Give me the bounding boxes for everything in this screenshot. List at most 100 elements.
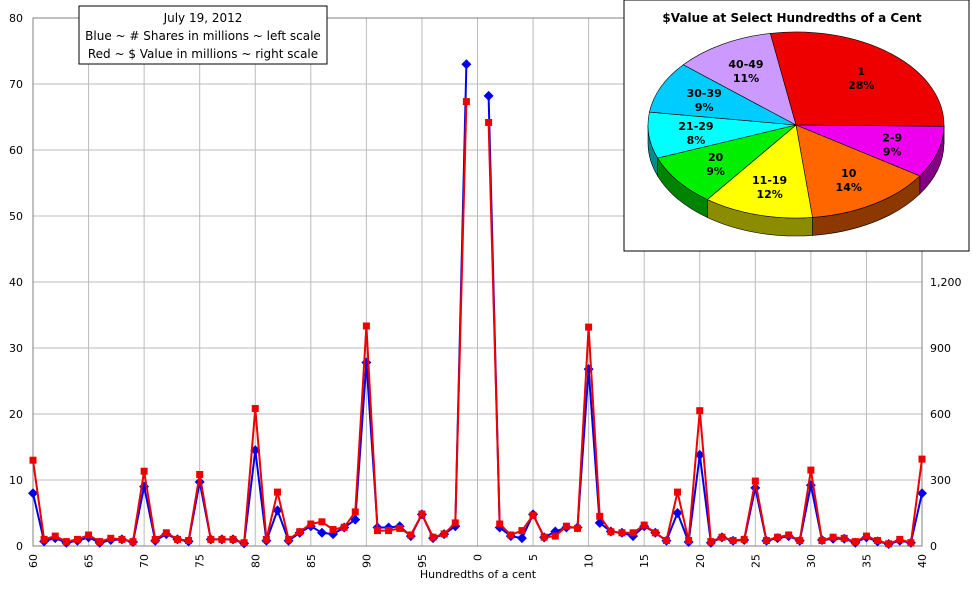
y-right-tick-label: 0: [930, 540, 937, 553]
value-point: [330, 526, 337, 533]
value-point: [441, 530, 448, 537]
value-point: [430, 534, 437, 541]
value-point: [85, 532, 92, 539]
value-point: [741, 536, 748, 543]
value-point: [374, 527, 381, 534]
value-point: [563, 523, 570, 530]
legend-line: Red ~ $ Value in millions ~ right scale: [88, 47, 318, 61]
value-point: [696, 407, 703, 414]
value-point: [96, 538, 103, 545]
value-point: [241, 539, 248, 546]
value-point: [552, 533, 559, 540]
shares-point: [361, 358, 371, 368]
value-point: [218, 536, 225, 543]
value-point: [863, 533, 870, 540]
y-left-tick-label: 60: [9, 144, 23, 157]
pie-slice-label: 2-9: [882, 131, 902, 144]
pie-slice-label: 21-29: [678, 120, 713, 133]
value-point: [296, 528, 303, 535]
x-tick-label: 70: [138, 554, 151, 568]
pie-slice-label: 30-39: [687, 87, 722, 100]
x-tick-label: 35: [860, 554, 873, 568]
value-point: [141, 468, 148, 475]
shares-point: [484, 91, 494, 101]
value-point: [418, 511, 425, 518]
y-left-tick-label: 40: [9, 276, 23, 289]
value-point: [685, 537, 692, 544]
pie-title: $Value at Select Hundredths of a Cent: [662, 11, 921, 25]
value-point: [752, 478, 759, 485]
x-tick-label: 65: [83, 554, 96, 568]
value-point: [574, 525, 581, 532]
value-point: [385, 527, 392, 534]
value-point: [674, 489, 681, 496]
pie-slice-pct: 9%: [695, 101, 714, 114]
value-point: [352, 508, 359, 515]
x-tick-label: 5: [527, 554, 540, 561]
value-point: [485, 119, 492, 126]
y-left-tick-label: 70: [9, 78, 23, 91]
x-tick-label: 15: [638, 554, 651, 568]
value-point: [185, 537, 192, 544]
value-point: [618, 529, 625, 536]
value-point: [518, 527, 525, 534]
pie-slice-pct: 28%: [848, 79, 874, 92]
value-point: [285, 536, 292, 543]
value-point: [607, 528, 614, 535]
value-point: [641, 522, 648, 529]
value-point: [341, 524, 348, 531]
value-point: [452, 519, 459, 526]
x-tick-label: 60: [27, 554, 40, 568]
value-point: [263, 536, 270, 543]
pie-slice-pct: 9%: [706, 165, 725, 178]
value-point: [818, 537, 825, 544]
shares-point: [461, 59, 471, 69]
pie-inset: $Value at Select Hundredths of a Cent 128…: [624, 0, 969, 251]
value-point: [274, 489, 281, 496]
x-tick-label: 20: [694, 554, 707, 568]
value-point: [318, 518, 325, 525]
pie-slice-pct: 8%: [687, 134, 706, 147]
value-point: [174, 536, 181, 543]
value-point: [807, 467, 814, 474]
shares-point: [317, 528, 327, 538]
pie-slice-label: 11-19: [752, 174, 787, 187]
value-point: [630, 529, 637, 536]
value-point: [718, 534, 725, 541]
x-axis-title: Hundredths of a cent: [420, 568, 537, 581]
value-point: [707, 538, 714, 545]
y-right-tick-label: 600: [930, 408, 951, 421]
value-point: [307, 521, 314, 528]
value-point: [207, 536, 214, 543]
value-point: [541, 534, 548, 541]
value-point: [107, 535, 114, 542]
value-point: [774, 534, 781, 541]
value-point: [252, 405, 259, 412]
x-tick-label: 85: [305, 554, 318, 568]
x-tick-label: 10: [583, 554, 596, 568]
value-point: [230, 536, 237, 543]
pie-slice-label: 10: [841, 167, 857, 180]
y-left-tick-label: 0: [16, 540, 23, 553]
value-point: [530, 512, 537, 519]
x-tick-label: 25: [749, 554, 762, 568]
value-point: [130, 538, 137, 545]
x-tick-label: 0: [472, 554, 485, 561]
pie-slice-label: 1: [857, 65, 865, 78]
value-point: [163, 529, 170, 536]
value-point: [74, 536, 81, 543]
value-point: [52, 533, 59, 540]
value-point: [763, 537, 770, 544]
pie-slice-pct: 12%: [756, 188, 782, 201]
x-tick-label: 75: [194, 554, 207, 568]
value-point: [30, 457, 37, 464]
value-point: [730, 537, 737, 544]
x-tick-label: 30: [805, 554, 818, 568]
value-point: [407, 532, 414, 539]
x-tick-label: 40: [916, 554, 929, 568]
value-point: [63, 538, 70, 545]
legend-line: Blue ~ # Shares in millions ~ left scale: [85, 29, 321, 43]
